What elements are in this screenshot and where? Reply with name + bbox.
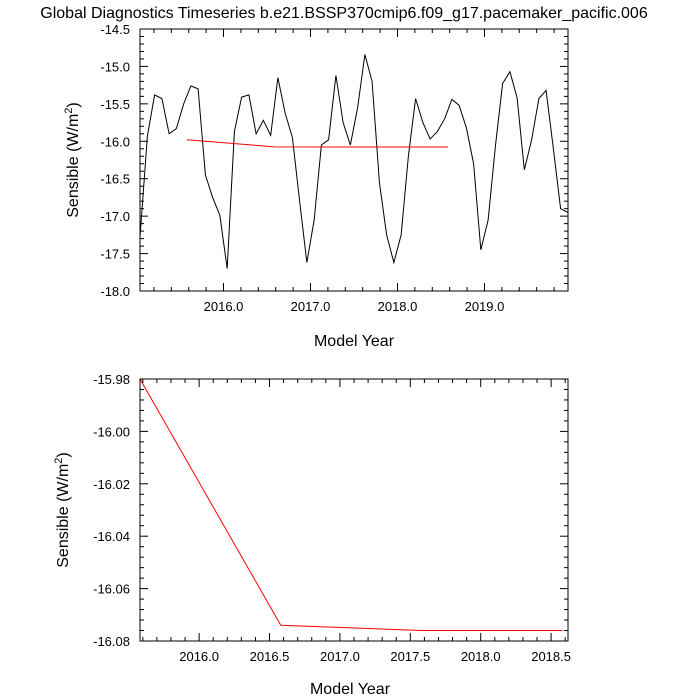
bottom-y-tick-label: -16.06 [93, 582, 130, 597]
top-chart-x-axis-label: Model Year [314, 333, 395, 350]
top-y-tick-label: -16.5 [100, 172, 130, 187]
bottom-x-tick-label: 2016.0 [179, 649, 219, 664]
top-chart-y-label-sup: 2 [63, 108, 75, 114]
top-y-tick-label: -14.5 [100, 22, 130, 37]
top-chart-y-label-tail: ) [65, 102, 82, 107]
bottom-y-tick-label: -16.02 [93, 477, 130, 492]
top-chart-tick-labels: 2016.0 2017.0 2018.0 2019.0 -18.0 -17.5 -17.0 -… [100, 22, 504, 314]
bottom-x-tick-label: 2016.5 [250, 649, 290, 664]
top-chart-y-label-main: Sensible (W/m [65, 114, 82, 218]
bottom-x-tick-label: 2018.5 [531, 649, 571, 664]
bottom-chart-tick-labels: 2016.0 2016.5 2017.0 2017.5 2018.0 2018.5 -16.… [93, 372, 571, 664]
bottom-chart-y-label-sup: 2 [53, 458, 65, 464]
top-chart-marks [140, 54, 568, 269]
bottom-series-0-line [140, 379, 563, 632]
bottom-y-tick-label: -16.08 [93, 634, 130, 649]
bottom-x-tick-label: 2018.0 [461, 649, 501, 664]
top-chart-frame [139, 28, 569, 292]
top-y-tick-label: -15.0 [100, 59, 130, 74]
top-series-0-line [140, 54, 568, 269]
bottom-chart-y-label-tail: ) [55, 452, 72, 457]
top-chart-y-axis-label: Sensible (W/m2) [63, 102, 82, 217]
bottom-chart-marks [140, 379, 563, 632]
top-y-tick-label: -15.5 [100, 97, 130, 112]
bottom-x-tick-label: 2017.0 [320, 649, 360, 664]
bottom-y-tick-label: -15.98 [93, 372, 130, 387]
bottom-chart-y-axis-label: Sensible (W/m2) [53, 452, 72, 567]
top-x-tick-label: 2019.0 [465, 299, 505, 314]
top-y-tick-label: -18.0 [100, 284, 130, 299]
bottom-chart-ticks [140, 378, 568, 642]
top-series-1-line [186, 139, 448, 148]
top-y-tick-label: -17.0 [100, 209, 130, 224]
bottom-chart-x-axis-label: Model Year [310, 681, 391, 698]
bottom-chart-y-label-main: Sensible (W/m [55, 464, 72, 568]
bottom-y-tick-label: -16.04 [93, 529, 130, 544]
bottom-chart-frame [139, 378, 569, 642]
bottom-y-tick-label: -16.00 [93, 424, 130, 439]
top-y-tick-label: -16.0 [100, 134, 130, 149]
top-x-tick-label: 2018.0 [378, 299, 418, 314]
bottom-chart: 2016.0 2016.5 2017.0 2017.5 2018.0 2018.5 -16.… [53, 372, 571, 698]
top-x-tick-label: 2016.0 [204, 299, 244, 314]
top-chart: 2016.0 2017.0 2018.0 2019.0 -18.0 -17.5 -17.0 -… [63, 22, 569, 350]
top-x-tick-label: 2017.0 [291, 299, 331, 314]
bottom-x-tick-label: 2017.5 [390, 649, 430, 664]
top-y-tick-label: -17.5 [100, 247, 130, 262]
figure-title: Global Diagnostics Timeseries b.e21.BSSP… [40, 5, 648, 22]
